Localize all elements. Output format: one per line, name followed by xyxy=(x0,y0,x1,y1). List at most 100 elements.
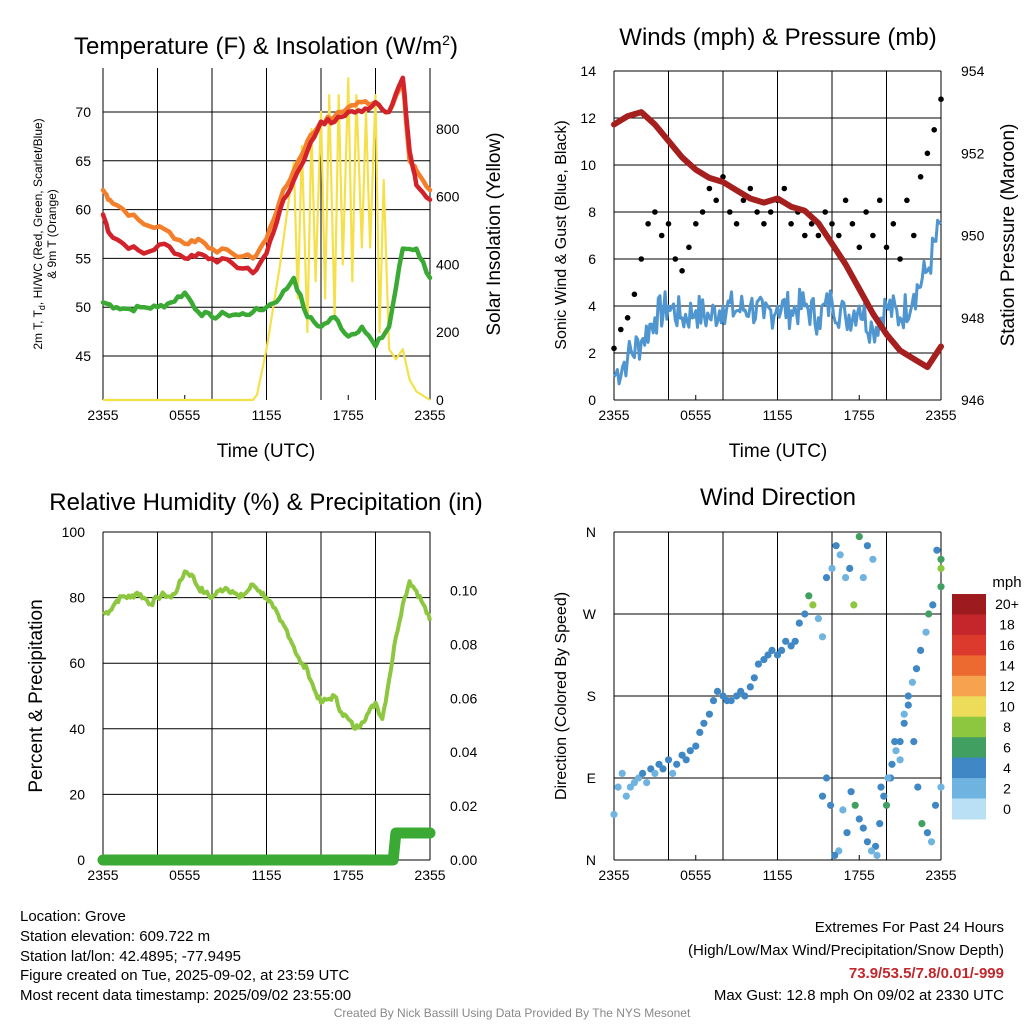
gust-point xyxy=(815,232,822,239)
wind-direction-point xyxy=(884,774,892,782)
sonic-wind-line xyxy=(612,218,942,386)
wind-direction-point xyxy=(733,692,741,700)
gust-point xyxy=(754,209,760,215)
wind-direction-point xyxy=(904,692,912,700)
y2-tick-label: 0 xyxy=(436,392,444,408)
wind-direction-point xyxy=(937,555,945,563)
created-text: Figure created on Tue, 2025-09-02, at 23… xyxy=(20,967,350,984)
wind-direction-point xyxy=(643,779,651,787)
wind-direction-point xyxy=(851,801,859,809)
y-tick-label: 70 xyxy=(75,104,91,120)
wind-direction-point xyxy=(850,601,858,609)
wind-direction-point xyxy=(832,542,840,550)
wind-direction-point xyxy=(818,792,827,800)
y-axis-label: Direction (Colored By Speed) xyxy=(553,592,570,800)
wind-direction-point xyxy=(719,692,727,700)
y2-tick-label: 800 xyxy=(436,121,460,137)
y2-tick-label: 600 xyxy=(436,189,460,205)
wind-direction-point xyxy=(696,728,704,737)
gust-point xyxy=(699,209,706,215)
gust-point xyxy=(672,256,679,262)
wind-direction-point xyxy=(836,551,844,559)
y-tick-label: E xyxy=(587,770,596,786)
colorbar-label: 18 xyxy=(999,617,1015,633)
wind-direction-point xyxy=(846,564,854,573)
gust-point xyxy=(720,174,726,180)
gust-point xyxy=(686,244,692,251)
temperature-panel: 2355 0555 1155 1755 2355 Temperature (F) & In… xyxy=(31,32,505,462)
x-tick-label: 1755 xyxy=(844,407,875,423)
wind-direction-point xyxy=(822,574,831,582)
wind-direction-point xyxy=(787,642,795,650)
gust-point xyxy=(808,221,815,227)
ylabel-subscript: d xyxy=(37,305,47,310)
wind-direction-point xyxy=(933,546,941,554)
y2-tick-label: 0.08 xyxy=(450,636,477,652)
wind-direction-point xyxy=(925,610,933,618)
wind-direction-point xyxy=(873,851,881,860)
y-tick-label: 50 xyxy=(75,299,91,315)
wind-direction-point xyxy=(618,769,626,778)
wind-direction-point xyxy=(614,783,622,791)
y2-axis-label: Solar Insolation (Yellow) xyxy=(484,132,505,335)
wind-direction-point xyxy=(773,651,782,659)
wind-direction-point xyxy=(843,829,851,837)
wind-direction-point xyxy=(634,774,643,782)
wind-direction-point xyxy=(669,769,677,778)
x-tick-label: 1155 xyxy=(251,407,281,423)
wind-direction-point xyxy=(880,792,888,800)
gust-point xyxy=(706,185,713,192)
chart-title: Winds (mph) & Pressure (mb) xyxy=(619,24,936,51)
y-tick-label: 0 xyxy=(77,852,85,868)
colorbar-swatch xyxy=(952,737,986,759)
extremes-values: 73.9/53.5/7.8/0.01/-999 xyxy=(848,965,1004,982)
wind-direction-point xyxy=(760,656,768,664)
max-gust-text: Max Gust: 12.8 mph On 09/02 at 2330 UTC xyxy=(713,987,1004,1004)
x-tick-label: 0555 xyxy=(169,407,200,423)
wind-direction-point xyxy=(831,851,839,860)
wind-direction-point xyxy=(918,820,926,828)
colorbar-swatch xyxy=(952,696,986,718)
wind-direction-point xyxy=(839,806,847,814)
x-axis-label: Time (UTC) xyxy=(729,441,828,462)
wind-direction-point xyxy=(822,774,831,782)
gust-point xyxy=(876,197,883,204)
x-tick-label: 1155 xyxy=(762,867,792,883)
chart-title: Relative Humidity (%) & Precipitation (i… xyxy=(49,489,482,516)
gust-point xyxy=(890,221,897,227)
wind-direction-point xyxy=(622,792,630,800)
y-tick-label: 45 xyxy=(75,348,91,364)
gust-point xyxy=(917,174,924,180)
wind-direction-point xyxy=(705,710,714,718)
gust-point xyxy=(931,127,937,133)
y-tick-label: 6 xyxy=(588,251,596,267)
gust-point xyxy=(802,232,808,239)
gust-point xyxy=(631,291,638,298)
gust-point xyxy=(638,256,645,262)
wind-direction-point xyxy=(927,838,936,846)
wind-direction-point xyxy=(869,555,877,563)
y-tick-label: N xyxy=(586,524,596,540)
y2-tick-label: 0.04 xyxy=(450,744,477,760)
gust-point xyxy=(822,209,828,215)
x-tick-label: 2355 xyxy=(414,867,445,883)
wind-direction-point xyxy=(863,838,872,846)
y-tick-label: 4 xyxy=(588,298,596,314)
wind-direction-point xyxy=(795,619,803,627)
wind-direction-point xyxy=(876,820,884,828)
x-axis-label: Time (UTC) xyxy=(217,441,316,462)
title-main: Temperature (F) & Insolation (W/m xyxy=(74,33,442,60)
y-tick-label: 40 xyxy=(69,721,85,737)
wind-direction-point xyxy=(805,592,813,600)
wind-direction-panel: 2355 0555 1155 1755 2355 Wind Direction N E S W N D… xyxy=(553,484,1022,883)
wind-direction-point xyxy=(929,601,937,609)
x-tick-label: 2355 xyxy=(414,407,445,423)
gust-point xyxy=(733,221,740,227)
winds-pressure-panel: 2355 0555 1155 1755 2355 Winds (mph) & Pressu… xyxy=(553,24,1019,462)
y2-tick-label: 948 xyxy=(961,310,985,326)
gust-point xyxy=(863,209,869,215)
y-tick-label: 65 xyxy=(75,153,91,169)
chart-title: Temperature (F) & Insolation (W/m2) xyxy=(74,32,458,60)
chart-title: Wind Direction xyxy=(700,484,856,511)
gust-point xyxy=(911,232,917,239)
